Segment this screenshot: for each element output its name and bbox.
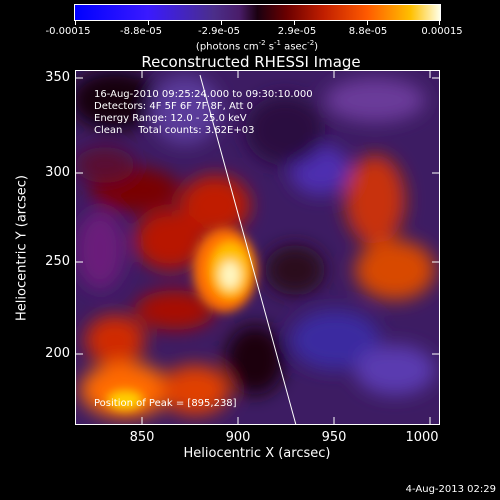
footer-date: 4-Aug-2013 02:29 <box>405 484 496 495</box>
x-tick-label: 900 <box>225 430 251 445</box>
colorbar-tick <box>221 20 222 25</box>
x-tick-label: 950 <box>321 430 347 445</box>
plot-frame <box>75 70 440 425</box>
energy-range-label: Energy Range: 12.0 - 25.0 keV <box>94 113 247 124</box>
colorbar-tick-label: 8.8e-05 <box>348 26 388 37</box>
time-range-label: 16-Aug-2010 09:25:24.000 to 09:30:10.000 <box>94 89 313 100</box>
colorbar-tick <box>367 20 368 25</box>
heatmap-blobs <box>75 70 435 418</box>
x-tick-label: 1000 <box>405 430 439 445</box>
detectors-label: Detectors: 4F 5F 6F 7F 8F, Att 0 <box>94 101 254 112</box>
heatmap-plot <box>75 70 440 425</box>
colorbar-tick <box>294 20 295 25</box>
method-counts-label: Clean Total counts: 3.62E+03 <box>94 125 255 136</box>
chart-title: Reconstructed RHESSI Image <box>141 53 361 71</box>
colorbar-tick <box>75 20 76 25</box>
y-tick-label: 300 <box>45 165 70 180</box>
colorbar-tick <box>148 20 149 25</box>
y-tick-label: 350 <box>45 70 70 85</box>
colorbar-units: (photons cm-2 s-1 asec-2) <box>195 39 319 53</box>
heatmap-image <box>75 70 440 425</box>
colorbar-tick-label: 0.00015 <box>421 26 463 37</box>
y-tick-label: 200 <box>45 346 70 361</box>
colorbar-tick-label: -8.8e-05 <box>120 26 162 37</box>
y-tick-label: 250 <box>45 254 70 269</box>
y-axis-label: Heliocentric Y (arcsec) <box>14 175 30 321</box>
peak-blob <box>107 228 257 410</box>
peak-position-label: Position of Peak = [895,238] <box>94 398 237 409</box>
colorbar-tick-label: -0.00015 <box>45 26 91 37</box>
colorbar-tick-label: -2.9e-05 <box>198 26 240 37</box>
colorbar-tick-label: 2.9e-05 <box>277 26 317 37</box>
colorbar-tick <box>439 20 440 25</box>
solar-limb-line <box>199 74 297 425</box>
axis-ticks <box>75 70 440 425</box>
x-axis-label: Heliocentric X (arcsec) <box>183 446 331 461</box>
colorbar <box>74 4 441 21</box>
x-tick-label: 850 <box>129 430 155 445</box>
